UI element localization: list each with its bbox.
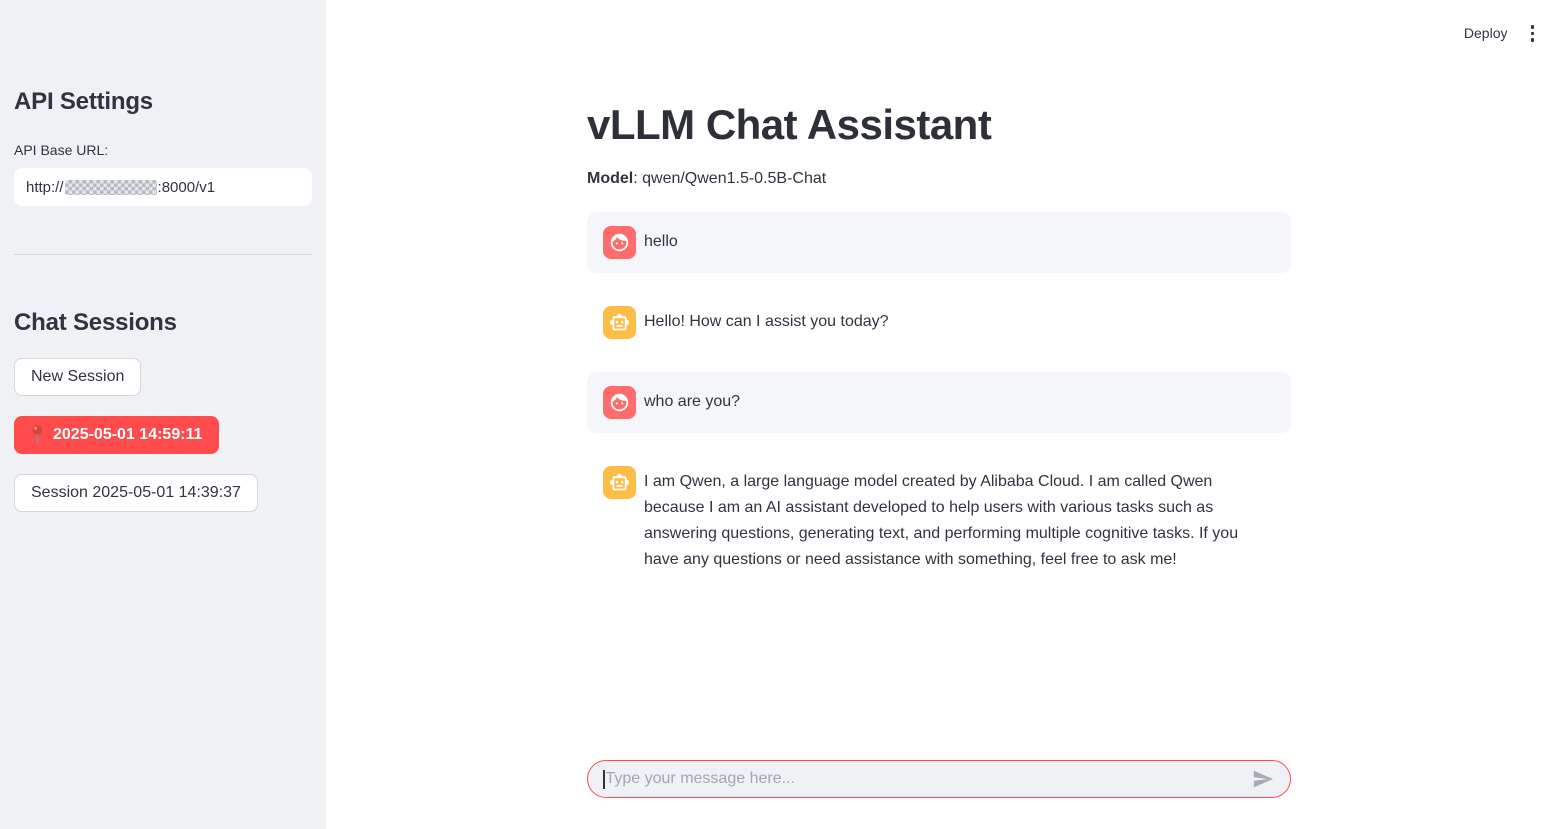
assistant-avatar <box>603 466 636 499</box>
session-label: 2025-05-01 14:59:11 <box>53 426 203 443</box>
sidebar: API Settings API Base URL: http:// :8000/… <box>0 0 326 829</box>
user-avatar <box>603 386 636 419</box>
new-session-label: New Session <box>31 368 125 385</box>
text-caret <box>603 769 605 789</box>
message-text: Hello! How can I assist you today? <box>644 313 889 330</box>
new-session-button[interactable]: New Session <box>14 358 142 396</box>
chat-sessions-heading: Chat Sessions <box>14 309 177 336</box>
chat-input-row <box>587 760 1291 798</box>
user-avatar <box>603 226 636 259</box>
chat-message-assistant: Hello! How can I assist you today? <box>587 292 1291 353</box>
model-line: Model: qwen/Qwen1.5-0.5B-Chat <box>587 170 1291 188</box>
pushpin-icon <box>32 425 43 443</box>
user-face-icon <box>610 233 629 252</box>
api-base-url-label: API Base URL: <box>14 142 109 158</box>
session-button[interactable]: Session 2025-05-01 14:39:37 <box>14 474 258 512</box>
session-item: Session 2025-05-01 14:39:37 <box>14 474 312 512</box>
main-area: Deploy vLLM Chat Assistant Model: qwen/Q… <box>326 0 1552 829</box>
session-button-active[interactable]: 2025-05-01 14:59:11 <box>14 416 220 454</box>
page-title: vLLM Chat Assistant <box>587 101 992 148</box>
robot-icon <box>609 313 630 331</box>
app-toolbar: Deploy <box>1451 0 1552 67</box>
session-list: New Session 2025-05-01 14:59:11 Session … <box>14 358 312 512</box>
message-text: hello <box>644 233 678 250</box>
send-button[interactable] <box>1242 768 1284 790</box>
chat-message-assistant: I am Qwen, a large language model create… <box>587 452 1291 587</box>
message-text: I am Qwen, a large language model create… <box>644 473 1239 568</box>
user-face-icon <box>610 393 629 412</box>
robot-icon <box>609 473 630 491</box>
session-item: 2025-05-01 14:59:11 <box>14 416 312 454</box>
kebab-menu-icon[interactable] <box>1526 21 1540 46</box>
assistant-avatar <box>603 306 636 339</box>
api-url-suffix: :8000/v1 <box>157 178 216 196</box>
api-url-prefix: http:// <box>26 178 64 196</box>
model-value: : qwen/Qwen1.5-0.5B-Chat <box>633 170 827 187</box>
model-label: Model <box>587 170 634 187</box>
send-icon <box>1253 770 1274 788</box>
chat-message-user: hello <box>587 212 1291 273</box>
session-item: New Session <box>14 358 312 396</box>
message-list: hello Hello! How can I assist you today?… <box>587 212 1291 587</box>
api-settings-heading: API Settings <box>14 88 153 115</box>
message-text: who are you? <box>644 393 741 410</box>
chat-input-container <box>587 760 1291 798</box>
chat-content: vLLM Chat Assistant Model: qwen/Qwen1.5-… <box>587 0 1291 829</box>
api-base-url-input[interactable]: http:// :8000/v1 <box>14 168 312 206</box>
sidebar-divider <box>14 254 312 255</box>
chat-input[interactable] <box>604 770 1242 788</box>
deploy-button[interactable]: Deploy <box>1463 25 1508 42</box>
chat-message-user: who are you? <box>587 372 1291 433</box>
session-label: Session 2025-05-01 14:39:37 <box>31 484 241 501</box>
api-url-redacted-segment <box>64 179 157 195</box>
